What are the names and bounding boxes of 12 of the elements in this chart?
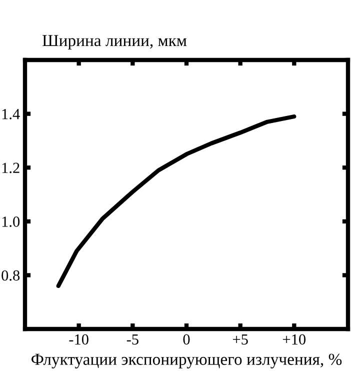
x-tick-label: +5 — [232, 334, 248, 345]
x-tick-label: -10 — [69, 334, 88, 345]
x-tick-label: -5 — [126, 334, 138, 345]
y-tick-label: 1.0 — [2, 216, 20, 227]
line-series — [56, 114, 296, 288]
x-tick-label: +10 — [282, 334, 306, 345]
y-tick-label: 1.2 — [2, 162, 20, 174]
y-tick-label: 1.4 — [2, 109, 20, 120]
x-tick-label: 0 — [183, 334, 190, 345]
y-tick-label: 0.8 — [2, 270, 20, 281]
chart-title: Ширина линии, мкм — [42, 35, 187, 50]
x-axis-title: Флуктуации экспонирующего излучения, % — [32, 354, 342, 368]
